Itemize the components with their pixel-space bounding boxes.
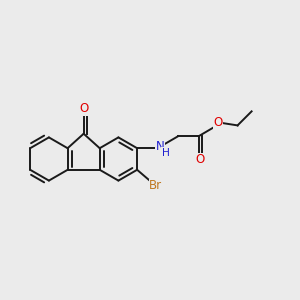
- Text: Br: Br: [149, 179, 162, 192]
- Text: O: O: [196, 154, 205, 166]
- Text: N: N: [156, 140, 164, 153]
- Text: H: H: [161, 148, 169, 158]
- Text: O: O: [79, 102, 88, 115]
- Text: O: O: [214, 116, 223, 129]
